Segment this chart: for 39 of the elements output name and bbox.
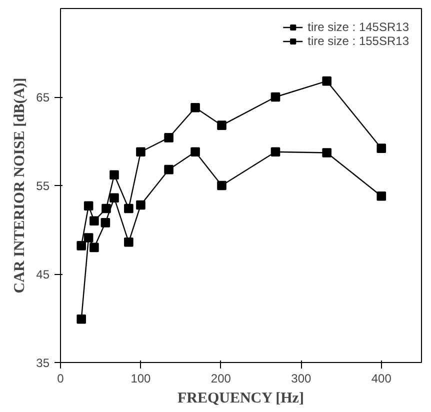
point — [322, 148, 332, 158]
y-tick-label: 65 — [36, 90, 50, 104]
x-tick-label: 400 — [371, 372, 392, 386]
point — [100, 218, 110, 228]
x-tick-label: 200 — [210, 372, 232, 386]
point — [124, 237, 134, 247]
point — [270, 147, 280, 157]
point — [270, 92, 280, 102]
point — [102, 204, 111, 214]
legend-label: tire size : 145SR13 — [308, 20, 409, 34]
point — [76, 241, 86, 250]
point — [76, 314, 86, 324]
x-tick-label: 100 — [130, 372, 152, 386]
point — [84, 201, 94, 211]
point — [322, 76, 332, 86]
point — [164, 133, 174, 142]
x-tick-label: 0 — [57, 372, 64, 386]
point — [190, 147, 200, 157]
point — [217, 180, 226, 190]
point — [190, 102, 200, 112]
point — [376, 191, 386, 201]
x-tick-label: 300 — [291, 372, 312, 386]
point — [84, 233, 94, 242]
point — [110, 193, 119, 203]
y-tick-label: 55 — [36, 179, 50, 193]
x-axis-title: FREQUENCY [Hz] — [177, 390, 304, 406]
point — [124, 204, 134, 214]
point — [90, 242, 99, 252]
y-axis-title: CAR INTERIOR NOISE [dB(A)] — [12, 78, 28, 294]
point — [90, 216, 99, 226]
y-tick-label: 45 — [36, 268, 50, 282]
point — [164, 164, 174, 174]
point — [376, 144, 386, 153]
point — [110, 170, 119, 180]
point — [136, 200, 146, 210]
point — [136, 147, 146, 157]
legend-label: tire size : 155SR13 — [308, 34, 409, 48]
point — [217, 120, 226, 130]
y-tick-label: 35 — [36, 356, 50, 370]
